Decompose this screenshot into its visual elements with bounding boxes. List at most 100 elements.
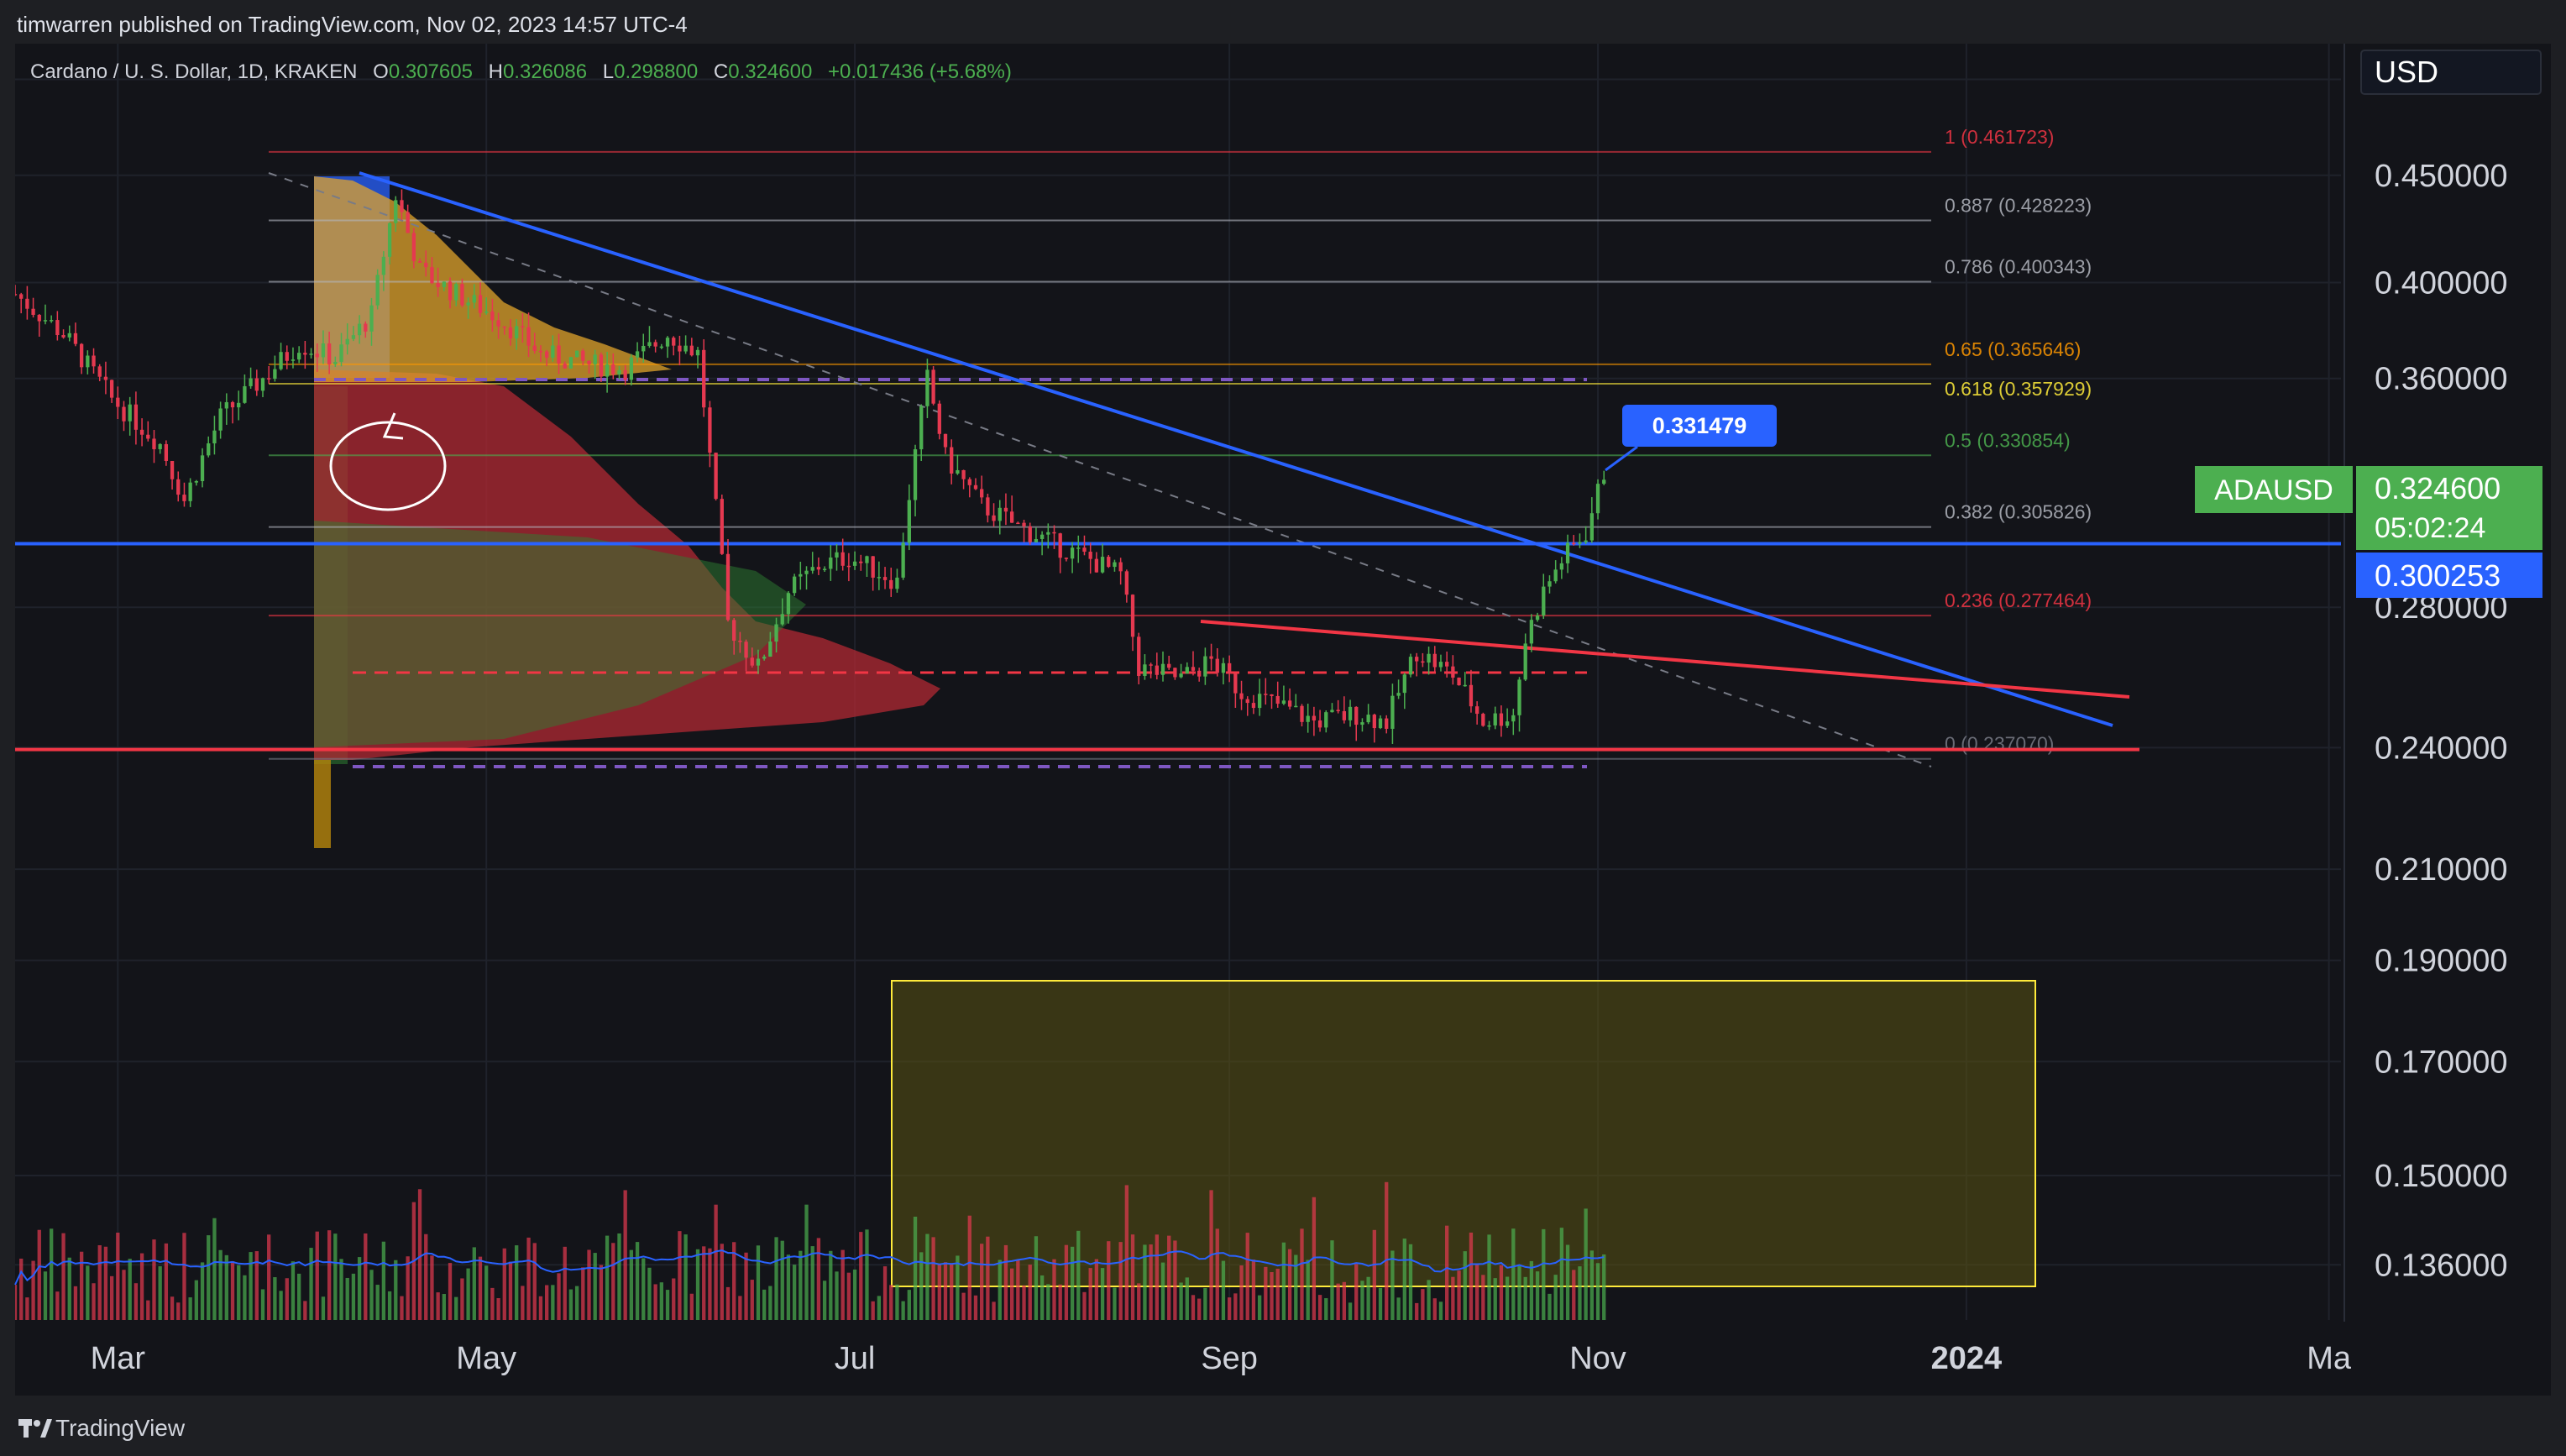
volume-bar: [1173, 1240, 1177, 1320]
volume-bar: [1039, 1275, 1045, 1320]
hline-price-badge[interactable]: [2356, 553, 2542, 598]
candle-body: [725, 553, 731, 621]
candle-body: [768, 642, 772, 657]
candle-body: [635, 351, 640, 358]
candle-body: [448, 281, 453, 301]
volume-bar: [695, 1249, 700, 1320]
price-axis[interactable]: 0.5000000.4500000.4000000.3600000.280000…: [2375, 63, 2508, 1284]
volume-bar: [109, 1275, 114, 1320]
candle-body: [1421, 661, 1425, 663]
volume-bar: [31, 1260, 35, 1320]
candle-body: [1493, 713, 1497, 725]
candle-body: [720, 499, 724, 554]
legend-symbol: Cardano / U. S. Dollar, 1D, KRAKEN: [30, 60, 357, 83]
volume-bar: [967, 1215, 971, 1320]
volume-bar: [61, 1233, 65, 1320]
candle-body: [164, 443, 169, 461]
candle-body: [816, 567, 821, 570]
candle-body: [1028, 526, 1032, 542]
volume-bar: [73, 1286, 78, 1320]
volume-bar: [1118, 1242, 1123, 1320]
candle-body: [786, 593, 791, 615]
candle-body: [1281, 700, 1286, 704]
volume-bar: [1589, 1250, 1595, 1320]
volume-bar: [678, 1231, 682, 1320]
candle-body: [1432, 653, 1437, 668]
candle-body: [67, 333, 71, 338]
candle-body: [478, 295, 483, 313]
candle-body: [122, 406, 126, 422]
volume-bar: [762, 1289, 767, 1320]
volume-bar: [15, 1285, 18, 1320]
time-axis[interactable]: Mar May Jul Sep Nov 2024 Ma: [91, 1341, 2352, 1376]
volume-bar: [907, 1290, 911, 1320]
candle-body: [810, 567, 814, 571]
volume-bar: [1215, 1228, 1219, 1320]
candle-body: [176, 479, 181, 495]
volume-bar: [1595, 1263, 1600, 1320]
volume-bar: [895, 1284, 899, 1320]
candle-body: [665, 338, 670, 347]
ohlc-legend: Cardano / U. S. Dollar, 1D, KRAKEN O0.30…: [30, 60, 1012, 83]
volume-bar: [557, 1273, 561, 1320]
candle-body: [980, 489, 984, 498]
volume-bar: [1203, 1287, 1207, 1320]
volume-bar: [387, 1291, 392, 1320]
candle-body: [913, 449, 918, 500]
fib-level-label: 0 (0.237070): [1945, 733, 2054, 755]
candle-body: [1070, 547, 1075, 559]
candle-body: [792, 576, 797, 594]
candle-body: [1016, 522, 1020, 525]
currency-box[interactable]: [2360, 50, 2542, 95]
last-price-badge[interactable]: [2356, 466, 2542, 550]
candle-body: [1565, 542, 1570, 563]
volume-bar: [207, 1235, 211, 1320]
candle-body: [1039, 534, 1045, 539]
volume-bar: [1191, 1295, 1196, 1320]
volume-bar: [218, 1249, 223, 1320]
volume-bar: [249, 1252, 253, 1320]
volume-bar: [744, 1252, 748, 1320]
candle-body: [1312, 715, 1317, 721]
volume-bar: [212, 1218, 217, 1320]
candle-body: [1572, 542, 1576, 545]
volume-bar: [840, 1249, 845, 1320]
volume-bar: [200, 1262, 205, 1320]
candle-body: [79, 343, 84, 368]
candle-body: [194, 481, 199, 483]
candle-body: [1584, 540, 1588, 542]
legend-change: +0.017436 (+5.68%): [828, 60, 1012, 83]
volume-bar: [224, 1254, 228, 1320]
candle-body: [442, 281, 446, 287]
candle-body: [822, 568, 827, 570]
volume-bar: [273, 1277, 277, 1320]
volume-bar: [394, 1260, 398, 1320]
price-callout[interactable]: [1622, 405, 1777, 447]
volume-bar: [859, 1232, 863, 1320]
volume-bar: [1354, 1264, 1359, 1320]
volume-bar: [1058, 1284, 1062, 1320]
candle-body: [273, 369, 277, 379]
volume-bar: [1046, 1284, 1050, 1320]
candle-body: [490, 311, 495, 321]
candles: [15, 189, 1606, 744]
candle-body: [1300, 705, 1304, 722]
volume-bar: [642, 1258, 646, 1320]
candle-body: [1402, 674, 1406, 694]
candle-body: [659, 346, 664, 348]
volume-bar: [194, 1280, 199, 1320]
candle-body: [629, 357, 634, 380]
volume-bar: [466, 1268, 470, 1320]
volume-bar: [188, 1297, 192, 1320]
volume-bar: [1064, 1244, 1069, 1320]
candle-body: [526, 327, 531, 346]
legend-open: 0.307605: [389, 60, 473, 83]
volume-bar: [490, 1287, 495, 1320]
volume-bar: [1197, 1298, 1202, 1320]
volume-bar: [243, 1275, 247, 1320]
volume-bar: [460, 1278, 464, 1320]
candle-body: [430, 267, 434, 284]
ticker-badge[interactable]: [2195, 466, 2353, 513]
circle-annotation[interactable]: [329, 421, 447, 511]
